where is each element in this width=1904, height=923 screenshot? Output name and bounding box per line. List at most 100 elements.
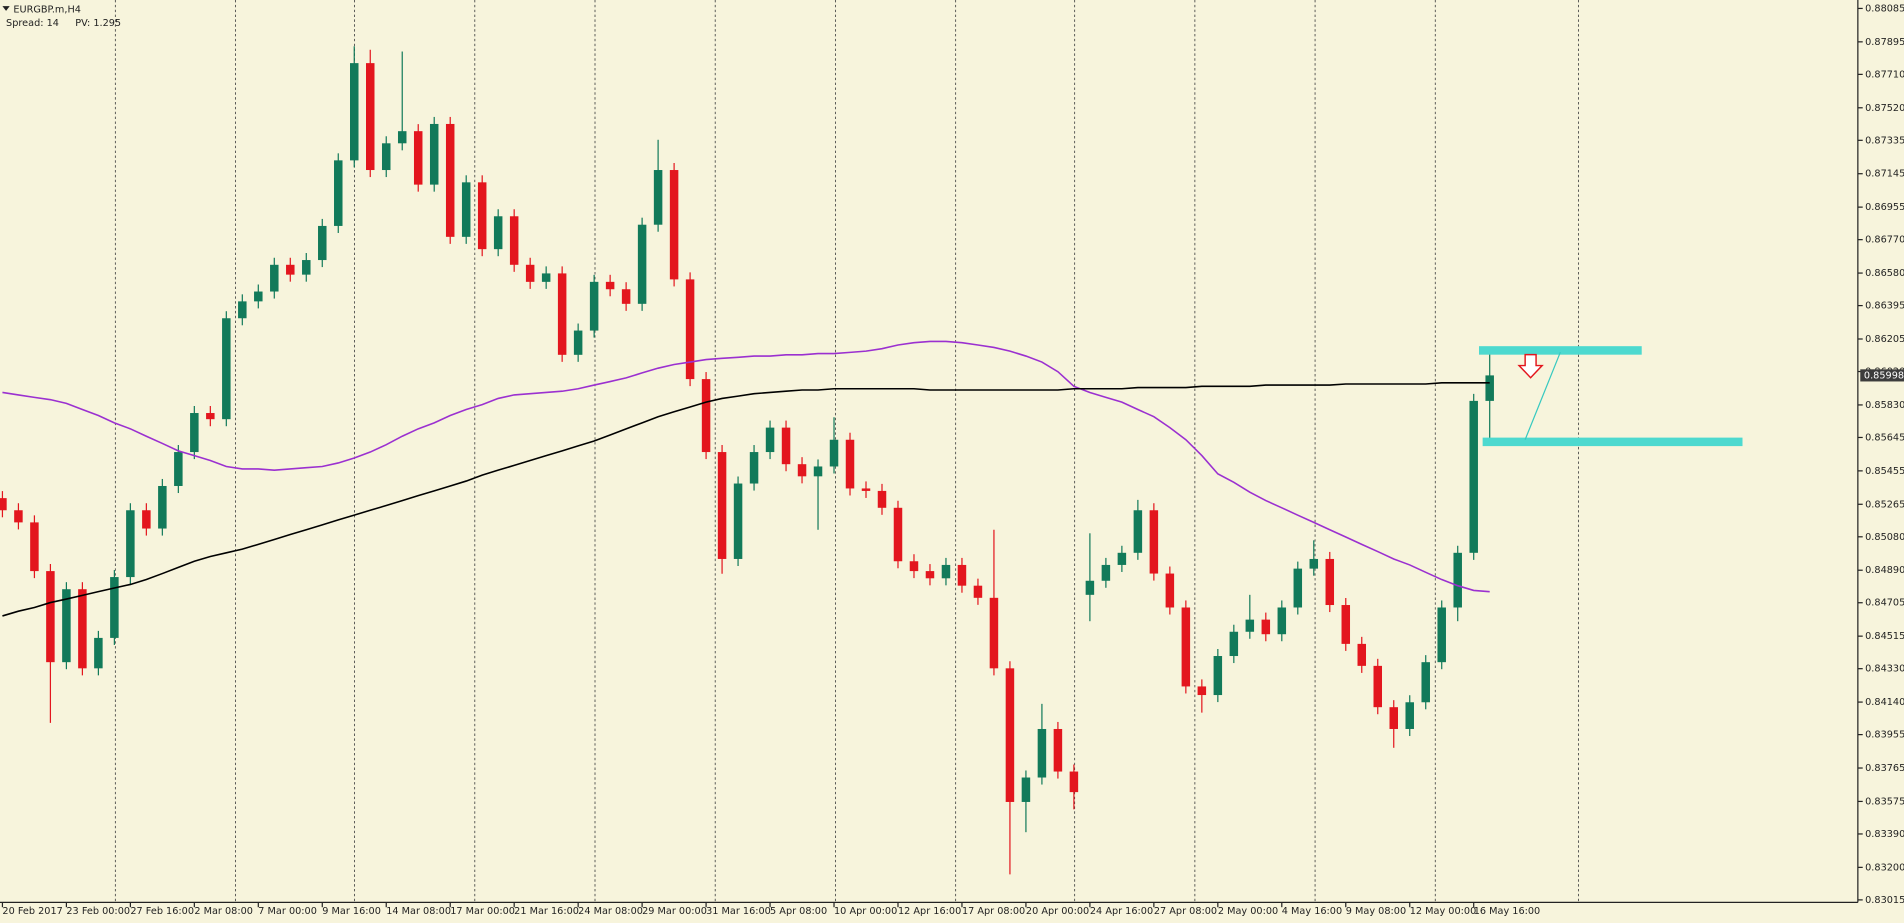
- candle-body: [957, 564, 967, 586]
- candle-body: [941, 564, 951, 579]
- candle-body: [525, 264, 535, 282]
- x-tick-label: 27 Feb 16:00: [130, 906, 194, 917]
- candle-body: [925, 571, 935, 579]
- candle-body: [1213, 656, 1223, 696]
- y-tick-label: 0.87335: [1865, 135, 1904, 146]
- candle-body: [78, 589, 87, 669]
- candle-body: [1325, 558, 1335, 606]
- candle-body: [270, 264, 279, 292]
- candle-body: [94, 637, 103, 669]
- candle-body: [238, 301, 247, 319]
- candle-body: [1085, 580, 1095, 595]
- candle-body: [158, 485, 167, 529]
- y-tick-label: 0.87710: [1865, 69, 1904, 80]
- candle-body: [1453, 552, 1462, 608]
- y-tick-label: 0.85080: [1865, 532, 1904, 543]
- candle-body: [1309, 558, 1319, 569]
- candle-body: [318, 225, 327, 261]
- sell-arrow: [1517, 353, 1544, 379]
- y-tick-label: 0.84140: [1865, 697, 1904, 708]
- x-tick-label: 23 Feb 00:00: [66, 906, 130, 917]
- y-tick-label: 0.85265: [1865, 499, 1904, 510]
- candle-body: [1069, 771, 1079, 793]
- candle-body: [302, 260, 311, 275]
- current-price-label: 0.85998: [1864, 370, 1904, 381]
- x-tick-label: 4 May 16:00: [1282, 906, 1342, 917]
- candle-body: [46, 571, 55, 663]
- x-tick-label: 16 May 16:00: [1474, 906, 1541, 917]
- candle-body: [877, 490, 887, 508]
- candle-body: [413, 131, 423, 185]
- candle-body: [174, 452, 183, 486]
- candle-body: [909, 561, 919, 572]
- candle-body: [637, 224, 647, 304]
- y-tick-label: 0.83765: [1865, 763, 1904, 774]
- indicator-line: [2, 381, 1490, 617]
- y-tick-label: 0.84890: [1865, 565, 1904, 576]
- x-tick-label: 20 Feb 2017: [2, 906, 62, 917]
- candle-body: [30, 522, 39, 572]
- candle-body: [669, 170, 679, 280]
- candle-body: [845, 439, 855, 489]
- candle-body: [1149, 510, 1159, 574]
- y-tick-label: 0.86955: [1865, 202, 1904, 213]
- x-tick-label: 31 Mar 16:00: [706, 906, 771, 917]
- x-tick-label: 12 Apr 16:00: [898, 906, 961, 917]
- candle-body: [445, 123, 455, 237]
- x-tick-label: 17 Apr 08:00: [962, 906, 1025, 917]
- pv-label: PV: 1.295: [75, 18, 121, 29]
- x-tick-label: 7 Mar 00:00: [258, 906, 317, 917]
- x-tick-label: 2 Mar 08:00: [194, 906, 253, 917]
- candle-body: [1293, 568, 1303, 608]
- candle-body: [350, 63, 359, 161]
- x-tick-label: 5 Apr 08:00: [770, 906, 827, 917]
- y-tick-label: 0.83955: [1865, 730, 1904, 741]
- candle-body: [797, 464, 807, 477]
- symbol-menu-icon[interactable]: [2, 6, 10, 11]
- candle-body: [557, 273, 567, 355]
- candle-body: [126, 510, 135, 578]
- candle-body: [1037, 728, 1047, 778]
- y-tick-label: 0.84705: [1865, 598, 1904, 609]
- candle-body: [1229, 631, 1239, 657]
- candle-body: [1133, 510, 1143, 553]
- candle-body: [1421, 662, 1430, 703]
- candle-body: [286, 264, 295, 275]
- x-tick-label: 10 Apr 00:00: [834, 906, 897, 917]
- candle-body: [429, 123, 439, 185]
- candle-body: [0, 498, 7, 511]
- candle-body: [334, 160, 343, 226]
- indicator-line: [2, 340, 1490, 593]
- y-tick-label: 0.86395: [1865, 301, 1904, 312]
- x-tick-label: 17 Mar 00:00: [450, 906, 515, 917]
- candle-body: [1117, 552, 1127, 565]
- y-tick-label: 0.83575: [1865, 796, 1904, 807]
- x-tick-label: 12 May 00:00: [1410, 906, 1477, 917]
- y-tick-label: 0.84330: [1865, 664, 1904, 675]
- candle-body: [1005, 668, 1015, 802]
- candle-body: [781, 427, 791, 465]
- candle-body: [1437, 607, 1446, 663]
- candle-body: [1357, 643, 1367, 666]
- x-tick-label: 9 Mar 16:00: [322, 906, 381, 917]
- candle-body: [973, 585, 983, 598]
- candle-body: [1261, 619, 1271, 635]
- x-tick-label: 9 May 08:00: [1346, 906, 1406, 917]
- candle-body: [254, 291, 263, 302]
- candle-body: [829, 439, 839, 467]
- y-tick-label: 0.84515: [1865, 631, 1904, 642]
- candle-body: [605, 281, 615, 290]
- candle-body: [509, 216, 519, 265]
- x-tick-label: 24 Apr 16:00: [1090, 906, 1153, 917]
- x-tick-label: 14 Mar 08:00: [386, 906, 451, 917]
- chart-title: EURGBP.m,H4: [13, 5, 81, 16]
- candle-body: [541, 273, 551, 282]
- y-tick-label: 0.86770: [1865, 235, 1904, 246]
- candle-body: [1277, 607, 1287, 635]
- y-tick-label: 0.83200: [1865, 862, 1904, 873]
- y-tick-label: 0.86205: [1865, 334, 1904, 345]
- candle-body: [861, 488, 871, 491]
- current-price-box: [1860, 369, 1904, 382]
